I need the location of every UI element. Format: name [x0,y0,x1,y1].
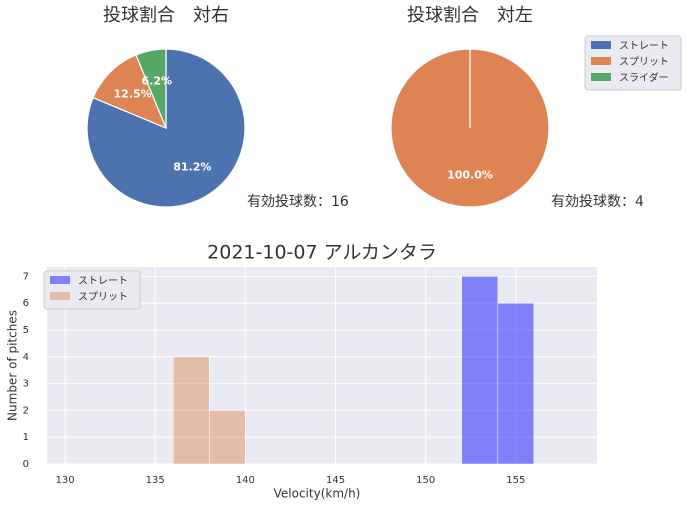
y-tick-label: 2 [23,405,29,416]
x-tick-label: 140 [236,475,255,486]
slice-label: 81.2% [173,160,211,173]
legend-swatch [591,57,611,65]
legend-label: スプリット [619,56,669,68]
y-tick-label: 6 [23,298,29,309]
x-tick-label: 145 [326,475,345,486]
legend-label: スライダー [619,71,669,84]
x-tick-label: 150 [416,475,435,486]
slice-label: 12.5% [113,87,151,100]
x-tick-label: 135 [146,475,165,486]
chart-title: 2021-10-07 アルカンタラ [207,242,437,264]
chart-title: 投球割合 対左 [407,5,533,26]
hist-bar [209,410,246,465]
y-tick-label: 5 [23,325,29,336]
slice-label: 100.0% [447,168,493,181]
y-tick-label: 4 [23,352,29,363]
legend-swatch [50,276,70,284]
x-tick-label: 155 [506,475,525,486]
legend-box [43,270,141,310]
annotation: 有効投球数：4 [551,194,644,210]
x-tick-label: 130 [55,475,74,486]
pie-slice [390,48,550,208]
legend-label: スプリット [78,291,128,303]
chart-title: 投球割合 対右 [103,5,229,26]
y-tick-label: 0 [23,459,29,470]
hist-bar [497,302,535,465]
y-tick-label: 1 [23,432,29,443]
pie-slice [92,54,168,130]
legend-label: ストレート [78,276,128,287]
y-axis-label: Number of pitches [6,310,20,421]
annotation: 有効投球数：16 [247,194,349,210]
legend-swatch [591,73,611,81]
legend-swatch [591,41,611,49]
slice-label: 6.2% [142,74,173,87]
legend-swatch [50,292,70,300]
hist-bar [172,356,210,465]
x-axis-label: Velocity(km/h) [274,487,361,501]
legend-label: ストレート [619,41,669,52]
y-tick-label: 7 [23,271,29,282]
hist-bar [461,276,499,465]
pie-slice [135,48,167,129]
y-tick-label: 3 [23,379,29,390]
